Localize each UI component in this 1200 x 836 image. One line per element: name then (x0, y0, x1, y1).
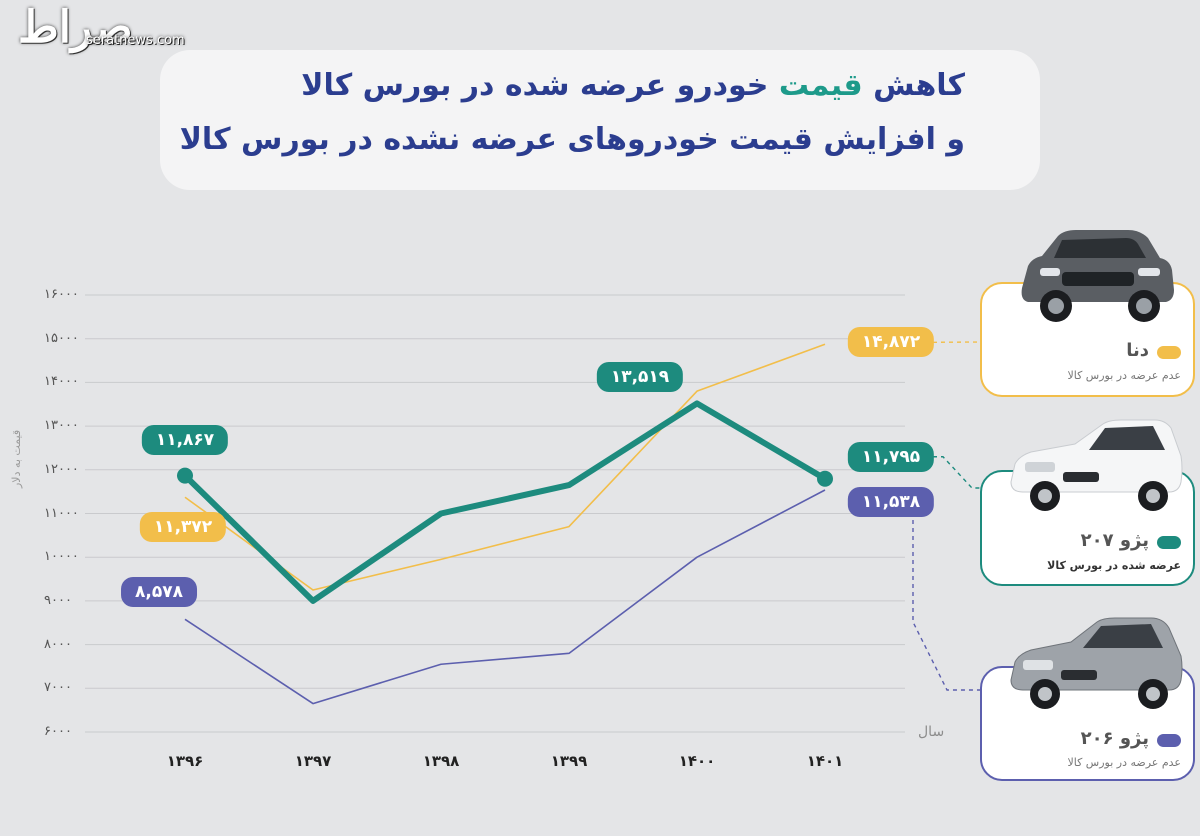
series-lines (182, 343, 827, 705)
legend-name: پژو ۲۰۶ (1080, 728, 1149, 749)
x-tick-label: ۱۳۹۹ (550, 752, 588, 770)
watermark-logo: صراط (18, 2, 133, 53)
y-tick-label: ۱۶۰۰۰ (44, 287, 79, 302)
data-label: ۱۳,۵۱۹ (596, 362, 684, 393)
series-line (184, 343, 826, 591)
legend-connector (912, 519, 982, 691)
hatchback-grey-car-icon (1010, 617, 1183, 709)
x-tick-label: ۱۳۹۷ (294, 752, 332, 770)
y-tick-label: ۹۰۰۰ (44, 592, 72, 608)
title-part-1: کاهش (862, 68, 965, 103)
legend-swatch (1157, 734, 1181, 747)
legend-swatch (1157, 536, 1181, 549)
data-label: ۱۱,۸۶۷ (141, 424, 229, 455)
y-tick-label: ۸۰۰۰ (44, 636, 72, 652)
sedan-car-icon (1021, 230, 1174, 322)
data-label: ۸,۵۷۸ (121, 577, 197, 608)
legend-sub: عرضه شده در بورس کالا (1047, 559, 1181, 572)
legend-sub: عدم عرضه در بورس کالا (1067, 369, 1181, 382)
legend-swatch (1157, 346, 1181, 359)
y-tick-label: ۱۰۰۰۰ (44, 549, 79, 565)
legend-sub: عدم عرضه در بورس کالا (1067, 756, 1181, 769)
x-tick-label: ۱۳۹۸ (422, 752, 460, 770)
data-label: ۱۴,۸۷۲ (847, 327, 935, 358)
data-label: ۱۱,۵۳۸ (847, 486, 935, 517)
y-tick-label: ۱۵۰۰۰ (44, 330, 79, 346)
title-line-2: و افزایش قیمت خودروهای عرضه نشده در بورس… (179, 122, 965, 157)
series-line (182, 400, 827, 604)
x-tick-label: ۱۴۰۱ (806, 752, 844, 770)
hatchback-white-car-icon (1010, 419, 1183, 511)
title-highlight: قیمت (778, 68, 863, 103)
legend-connectors (912, 341, 982, 691)
series-points (177, 344, 833, 704)
series-line (184, 489, 826, 705)
legend-name: پژو ۲۰۷ (1080, 530, 1149, 551)
watermark-url: seratnews.com (86, 33, 185, 48)
x-axis-title: سال (918, 724, 945, 740)
data-point (817, 470, 833, 487)
legend-connector (933, 456, 982, 489)
y-tick-label: ۱۳۰۰۰ (44, 418, 79, 434)
data-label: ۱۱,۷۹۵ (847, 441, 935, 472)
x-tick-label: ۱۳۹۶ (166, 752, 204, 770)
title-line-1: کاهش قیمت خودرو عرضه شده در بورس کالا (301, 68, 965, 103)
x-tick-label: ۱۴۰۰ (678, 752, 716, 770)
y-tick-label: ۱۱۰۰۰ (44, 505, 79, 521)
data-point (177, 467, 193, 484)
y-tick-label: ۶۰۰۰ (44, 724, 72, 739)
y-tick-label: ۷۰۰۰ (44, 680, 72, 696)
gridlines (85, 294, 905, 733)
y-tick-label: ۱۴۰۰۰ (44, 374, 79, 390)
title-card (160, 50, 1040, 190)
title-part-2: خودرو عرضه شده در بورس کالا (301, 68, 779, 103)
data-label: ۱۱,۳۷۲ (139, 512, 227, 543)
legend-name: دنا (1126, 340, 1149, 361)
y-tick-label: ۱۲۰۰۰ (44, 461, 79, 477)
